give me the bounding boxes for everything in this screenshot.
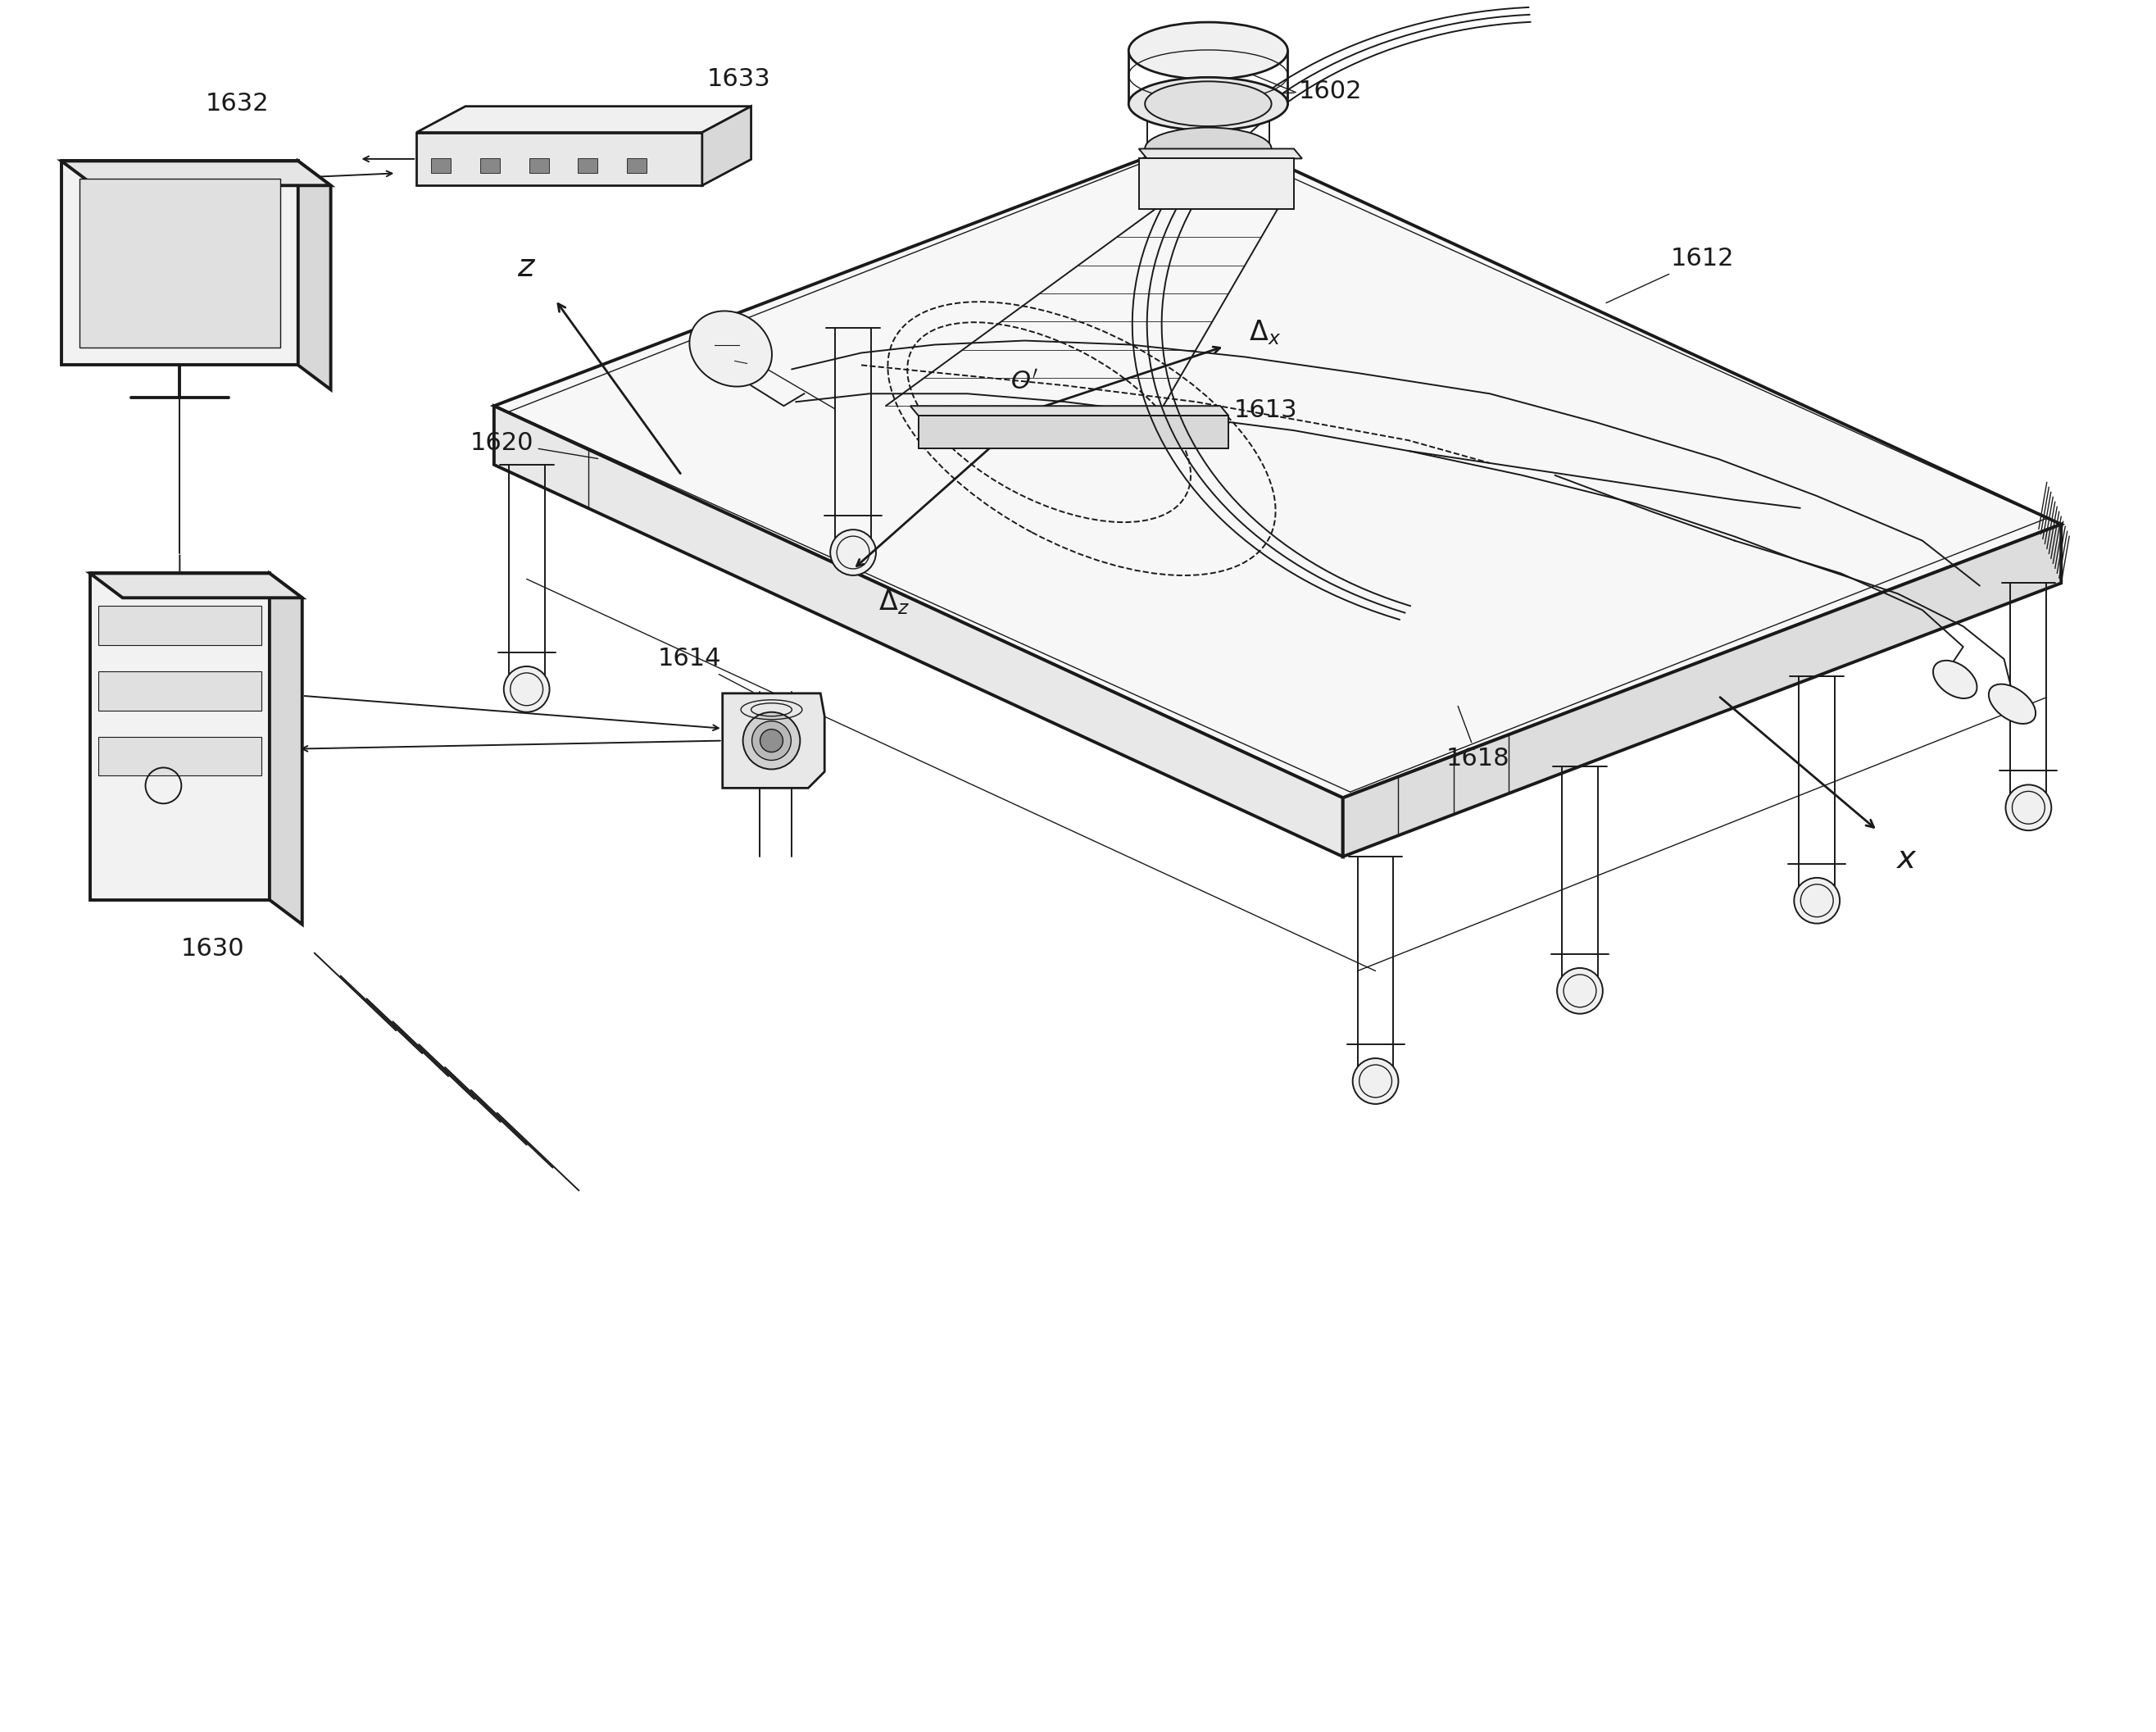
Text: $x$: $x$ [1895,843,1917,875]
Bar [99,606,261,644]
Polygon shape [80,178,280,346]
Bar [99,736,261,776]
Ellipse shape [1145,128,1272,170]
Text: 1606: 1606 [735,767,800,792]
Text: 1618: 1618 [1447,707,1509,771]
Text: 1632: 1632 [205,92,270,116]
Polygon shape [910,405,1229,416]
Text: 1630: 1630 [181,937,244,961]
Text: 1614: 1614 [658,648,752,693]
Ellipse shape [690,312,772,386]
Text: 1602: 1602 [1210,80,1363,104]
Circle shape [1794,878,1839,923]
Polygon shape [703,106,750,185]
Ellipse shape [744,712,800,769]
Bar [578,159,597,173]
Ellipse shape [1128,78,1287,130]
Text: $O'$: $O'$ [1011,371,1039,393]
Text: $\Delta_z$: $\Delta_z$ [877,587,910,617]
Polygon shape [494,132,2061,798]
Bar [528,159,548,173]
Bar [99,672,261,710]
Bar [481,159,500,173]
Circle shape [505,667,550,712]
Bar [627,159,647,173]
Ellipse shape [1934,660,1977,698]
Text: 1620: 1620 [470,431,597,459]
Polygon shape [298,161,330,390]
Polygon shape [60,161,330,185]
Text: 1624: 1624 [688,329,834,409]
Text: 1613: 1613 [1186,398,1298,440]
Circle shape [830,530,875,575]
Polygon shape [494,405,1343,857]
Circle shape [1557,968,1602,1013]
Polygon shape [416,132,703,185]
Ellipse shape [752,721,791,760]
Polygon shape [416,106,750,132]
Polygon shape [1343,525,2061,857]
Ellipse shape [1128,23,1287,80]
Ellipse shape [1988,684,2035,724]
Circle shape [1352,1058,1399,1103]
Polygon shape [270,573,302,925]
Polygon shape [60,161,298,365]
Polygon shape [1138,159,1294,210]
Text: 1612: 1612 [1606,248,1733,303]
Ellipse shape [1145,81,1272,126]
Text: $\Delta_x$: $\Delta_x$ [1248,319,1281,346]
Polygon shape [722,693,824,788]
Polygon shape [918,416,1229,449]
Text: $z$: $z$ [517,251,537,282]
Polygon shape [91,573,302,598]
Circle shape [2005,785,2050,830]
Text: 1633: 1633 [707,68,770,92]
Polygon shape [1138,149,1302,159]
Ellipse shape [761,729,783,752]
Bar [431,159,451,173]
Polygon shape [91,573,270,901]
